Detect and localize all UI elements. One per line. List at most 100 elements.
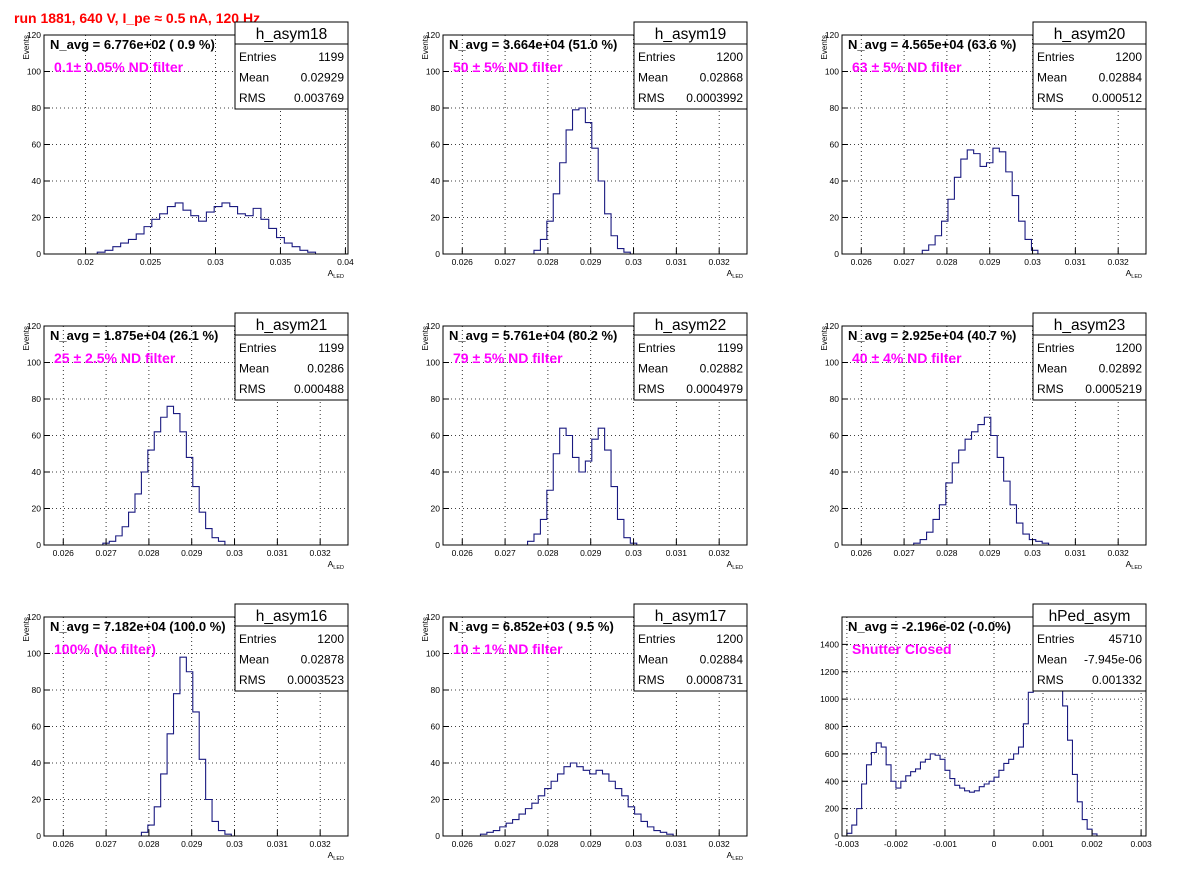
x-tick-label: 0.02 [77,257,94,267]
stats-key-mean: Mean [1037,653,1067,667]
histogram-name: h_asym19 [655,26,727,43]
y-axis-label: Events [820,35,829,59]
stats-key-mean: Mean [1037,362,1067,376]
y-tick-label: 20 [431,504,441,514]
stats-box [234,21,349,110]
stats-value-rms: 0.003769 [294,91,344,105]
navg-text: N_avg = 1.875e+04 (26.1 %) [50,328,218,343]
x-tick-label: 0.028 [936,257,958,267]
y-tick-label: 0 [435,540,440,550]
stats-key-entries: Entries [239,632,276,646]
y-tick-label: 0 [834,831,839,841]
y-tick-label: 80 [431,103,441,113]
histogram-outline [527,427,638,545]
stats-box [1032,603,1147,692]
x-axis-label: ALED [1126,268,1142,280]
stats-value-entries: 1200 [716,50,743,64]
histogram-outline [479,762,674,836]
x-tick-label: 0.032 [709,548,731,558]
y-tick-label: 1000 [820,694,839,704]
stats-key-mean: Mean [239,653,269,667]
x-tick-label: 0.027 [95,548,117,558]
stats-key-rms: RMS [638,91,665,105]
x-tick-label: 0.03 [226,839,243,849]
x-tick-label: 0 [992,839,997,849]
y-tick-label: 60 [830,431,840,441]
x-tick-label: 0.031 [666,548,688,558]
x-tick-label: 0.031 [1065,548,1087,558]
stats-value-rms: 0.0008731 [686,673,743,687]
x-tick-label: 0.026 [851,548,873,558]
y-tick-label: 100 [825,67,839,77]
stats-key-entries: Entries [638,50,675,64]
histogram-name: hPed_asym [1049,608,1131,625]
stats-value-rms: 0.0003523 [287,673,344,687]
y-axis-label: Events [421,35,430,59]
y-tick-label: 80 [32,394,42,404]
histogram-outline [921,147,1039,254]
y-tick-label: 60 [431,140,441,150]
page-title: run 1881, 640 V, I_pe ≈ 0.5 nA, 120 Hz [14,10,261,26]
histogram-outline [102,405,226,545]
stats-box [234,603,349,692]
stats-value-rms: 0.0004979 [686,382,743,396]
x-tick-label: 0.031 [267,548,289,558]
y-tick-label: 60 [830,140,840,150]
x-tick-label: 0.029 [181,548,203,558]
stats-key-entries: Entries [638,632,675,646]
navg-text: N_avg = 6.776e+02 ( 0.9 %) [50,37,215,52]
x-tick-label: -0.002 [884,839,908,849]
stats-key-entries: Entries [239,50,276,64]
y-tick-label: 400 [825,776,839,786]
x-axis-label: ALED [1126,559,1142,571]
stats-value-mean: 0.02892 [1099,362,1143,376]
filter-annotation: 79 ± 5% ND filter [453,350,563,366]
x-tick-label: 0.031 [666,257,688,267]
y-tick-label: 20 [32,504,42,514]
navg-text: N_avg = 7.182e+04 (100.0 %) [50,619,226,634]
x-tick-label: 0.002 [1081,839,1103,849]
y-tick-label: 60 [32,140,42,150]
stats-value-entries: 1199 [717,341,743,355]
y-tick-label: 120 [825,321,839,331]
y-tick-label: 40 [431,176,441,186]
stats-box [633,21,748,110]
histogram-panel-h_asym20: 0.026 0.027 0.028 0.029 0.03 0.031 0.032 0 20 40 6… [820,21,1147,280]
x-tick-label: 0.032 [1108,548,1130,558]
stats-key-entries: Entries [638,341,675,355]
stats-box [633,603,748,692]
x-tick-label: 0.029 [580,548,602,558]
filter-annotation: 100% (No filter) [54,641,156,657]
x-tick-label: 0.032 [310,839,332,849]
histogram-outline [533,107,631,254]
y-tick-label: 120 [27,30,41,40]
x-tick-label: 0.03 [1024,257,1041,267]
stats-value-entries: 1199 [318,341,344,355]
x-tick-label: 0.026 [53,839,75,849]
x-axis-label: ALED [328,559,344,571]
y-tick-label: 120 [825,30,839,40]
stats-value-mean: 0.0286 [307,362,344,376]
x-tick-label: 0.028 [138,839,160,849]
x-axis-label: ALED [328,268,344,280]
histogram-panel-h_asym21: 0.026 0.027 0.028 0.029 0.03 0.031 0.032 0 20 40 6… [22,312,349,571]
y-tick-label: 0 [36,540,41,550]
stats-value-mean: -7.945e-06 [1084,653,1142,667]
x-tick-label: 0.028 [936,548,958,558]
stats-key-rms: RMS [1037,673,1064,687]
x-tick-label: 0.027 [893,257,915,267]
filter-annotation: 10 ± 1% ND filter [453,641,563,657]
x-tick-label: 0.032 [310,548,332,558]
x-tick-label: 0.029 [979,257,1001,267]
y-tick-label: 0 [834,540,839,550]
histogram-name: h_asym16 [256,608,328,625]
stats-box [1032,312,1147,401]
x-tick-label: 0.03 [625,839,642,849]
stats-box [633,312,748,401]
stats-value-entries: 45710 [1109,632,1143,646]
histogram-panel-h_asym17: 0.026 0.027 0.028 0.029 0.03 0.031 0.032 0 20 40 6… [421,603,748,862]
x-tick-label: 0.027 [893,548,915,558]
y-tick-label: 1200 [820,667,839,677]
x-tick-label: 0.028 [537,839,559,849]
stats-value-mean: 0.02929 [301,71,345,85]
